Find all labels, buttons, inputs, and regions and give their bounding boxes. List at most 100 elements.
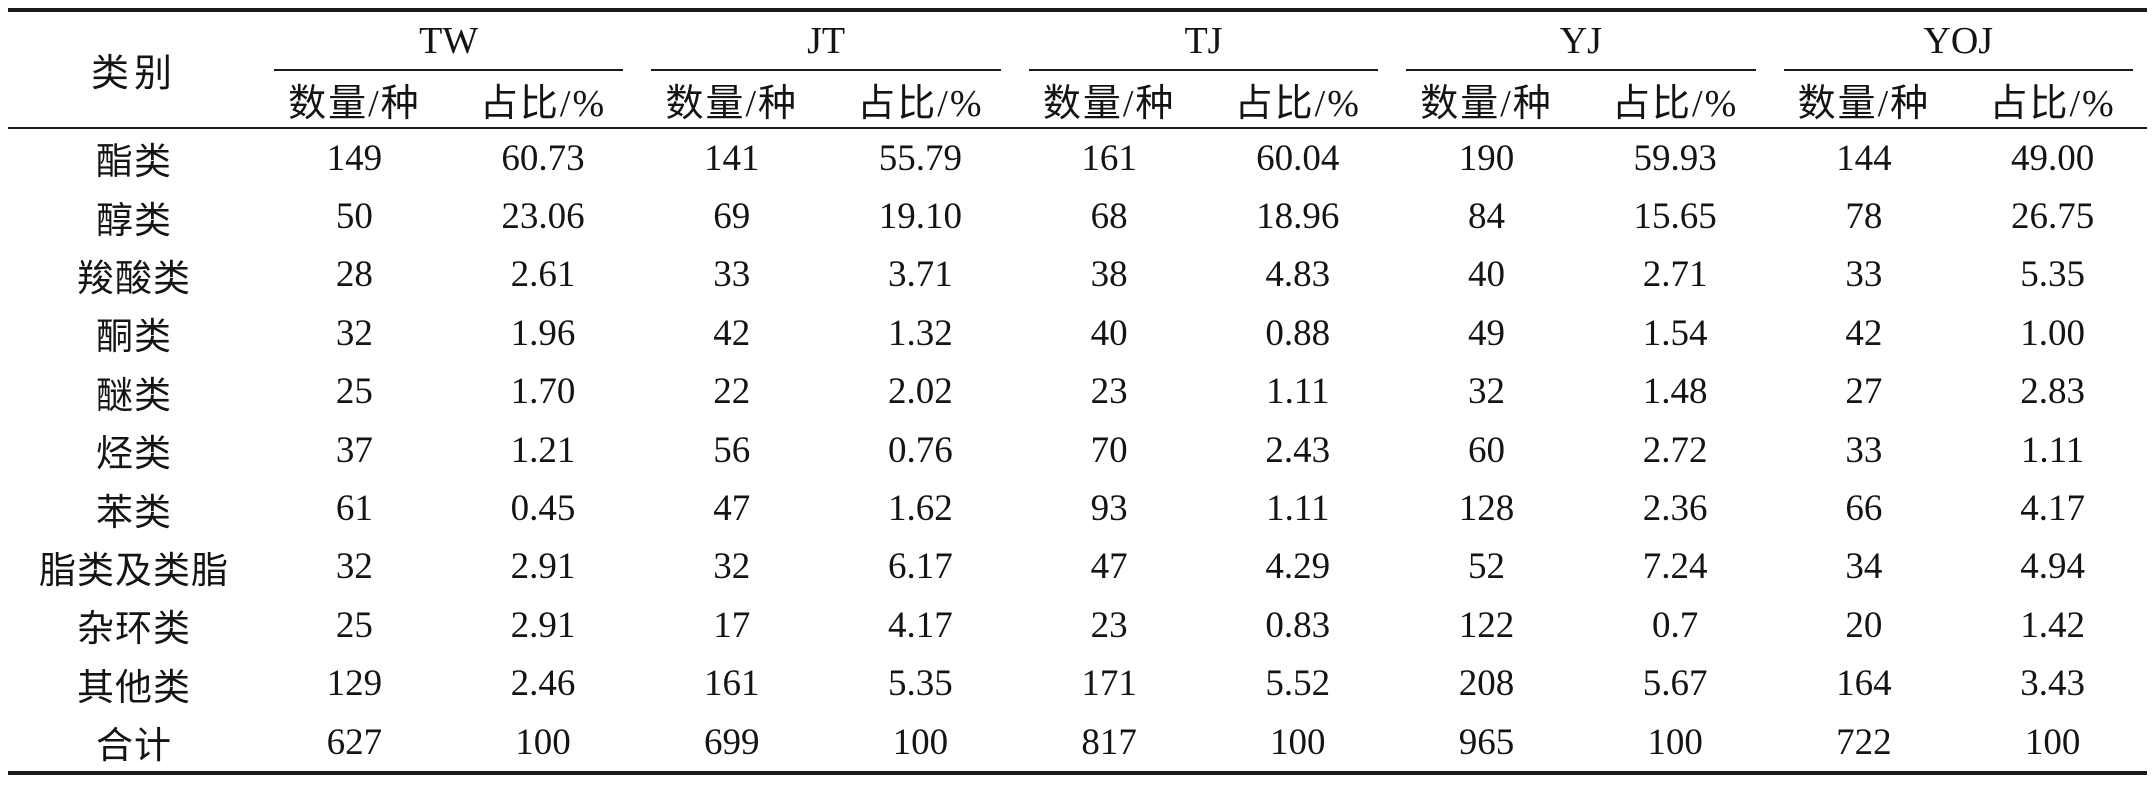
cell: 1.00 (2020, 312, 2085, 354)
cell: 1.54 (1642, 312, 1708, 354)
compound-class-table: 类别 TW JT TJ YJ YOJ 数量/种 占比/% 数量/种 占比/% 数… (8, 8, 2148, 776)
row-category: 其他类 (77, 667, 191, 709)
cell: 100 (892, 721, 949, 763)
row-category: 醇类 (96, 200, 172, 242)
cell: 171 (1081, 663, 1137, 705)
group-label: JT (651, 12, 1001, 71)
cell: 2.71 (1642, 254, 1708, 296)
cell: 32 (335, 546, 373, 588)
cell: 6.17 (888, 546, 953, 588)
group-label: YJ (1406, 12, 1756, 71)
cell: 42 (1845, 312, 1883, 354)
cell: 28 (335, 254, 373, 296)
cell: 84 (1467, 196, 1505, 238)
cell: 4.17 (888, 604, 953, 646)
cell: 161 (1081, 137, 1137, 179)
cell: 0.76 (888, 429, 953, 471)
cell: 3.43 (2020, 663, 2085, 705)
cell: 817 (1081, 721, 1137, 763)
subheader-pct: 占比/% (1958, 71, 2147, 129)
subheader-count: 数量/种 (1392, 71, 1581, 129)
table-row: 羧酸类 28 2.61 33 3.71 38 4.83 40 2.71 33 5.35 (8, 246, 2147, 304)
subheader-pct: 占比/% (826, 71, 1015, 129)
cell: 144 (1836, 137, 1892, 179)
cell: 40 (1467, 254, 1505, 296)
cell: 60 (1467, 429, 1505, 471)
cell: 4.29 (1265, 546, 1331, 588)
cell: 699 (703, 721, 760, 763)
cell: 59.93 (1633, 137, 1717, 179)
cell: 164 (1836, 663, 1892, 705)
cell: 7.24 (1642, 546, 1708, 588)
cell: 60.73 (501, 137, 585, 179)
cell: 69 (713, 196, 751, 238)
cell: 208 (1458, 663, 1515, 705)
cell: 60.04 (1256, 137, 1340, 179)
cell: 0.83 (1265, 604, 1331, 646)
cell: 5.35 (2020, 254, 2085, 296)
row-category: 酮类 (96, 317, 172, 359)
cell: 2.43 (1265, 429, 1331, 471)
cell: 100 (1647, 721, 1703, 763)
group-header-tj: TJ (1015, 10, 1392, 71)
table-row: 杂环类 25 2.91 17 4.17 23 0.83 122 0.7 20 1.42 (8, 596, 2147, 654)
category-header: 类别 (8, 10, 260, 129)
subheader-pct: 占比/% (1580, 71, 1770, 129)
cell: 2.91 (510, 604, 576, 646)
cell: 2.72 (1642, 429, 1708, 471)
cell: 22 (713, 371, 751, 413)
cell: 0.88 (1265, 312, 1331, 354)
cell: 1.62 (888, 488, 953, 530)
cell: 5.52 (1265, 663, 1331, 705)
row-category: 烃类 (96, 434, 172, 476)
cell: 129 (326, 663, 383, 705)
cell: 66 (1845, 488, 1883, 530)
group-label: YOJ (1783, 12, 2133, 71)
group-header-yj: YJ (1392, 10, 1769, 71)
table-row: 醇类 50 23.06 69 19.10 68 18.96 84 15.65 78 26.75 (8, 187, 2147, 245)
row-category: 酯类 (96, 142, 172, 184)
table-row: 醚类 25 1.70 22 2.02 23 1.11 32 1.48 27 2.83 (8, 363, 2147, 421)
cell: 100 (515, 721, 571, 763)
cell: 1.32 (888, 312, 953, 354)
subheader-count: 数量/种 (1014, 71, 1204, 129)
cell: 15.65 (1633, 196, 1717, 238)
cell: 4.83 (1265, 254, 1331, 296)
cell: 47 (713, 488, 751, 530)
cell: 32 (713, 546, 751, 588)
cell: 100 (1270, 721, 1326, 763)
cell: 1.70 (510, 371, 576, 413)
cell: 23.06 (501, 196, 585, 238)
cell: 25 (335, 604, 373, 646)
cell: 1.96 (510, 312, 576, 354)
group-header-yoj: YOJ (1770, 10, 2148, 71)
cell: 42 (713, 312, 751, 354)
cell: 32 (335, 312, 373, 354)
cell: 3.71 (888, 254, 953, 296)
cell: 33 (713, 254, 751, 296)
cell: 0.45 (510, 488, 576, 530)
cell: 1.21 (510, 429, 576, 471)
group-header-tw: TW (260, 10, 637, 71)
subheader-count: 数量/种 (637, 71, 827, 129)
cell: 18.96 (1256, 196, 1340, 238)
cell: 32 (1467, 371, 1505, 413)
cell: 722 (1836, 721, 1892, 763)
cell: 965 (1458, 721, 1515, 763)
cell: 61 (335, 488, 373, 530)
subheader-pct: 占比/% (1203, 71, 1393, 129)
cell: 49 (1467, 312, 1505, 354)
cell: 56 (713, 429, 751, 471)
group-label: TJ (1028, 12, 1379, 71)
subheader-count: 数量/种 (260, 71, 449, 129)
cell: 55.79 (878, 137, 963, 179)
cell: 5.35 (888, 663, 953, 705)
table-row: 其他类 129 2.46 161 5.35 171 5.52 208 5.67 164 3.43 (8, 655, 2147, 713)
table-row: 苯类 61 0.45 47 1.62 93 1.11 128 2.36 66 4.17 (8, 479, 2147, 537)
table-row-total: 合计 627 100 699 100 817 100 965 100 722 100 (8, 713, 2147, 773)
subheader-row: 数量/种 占比/% 数量/种 占比/% 数量/种 占比/% 数量/种 占比/% … (8, 71, 2147, 129)
cell: 122 (1458, 604, 1515, 646)
cell: 37 (335, 429, 373, 471)
cell: 161 (703, 663, 760, 705)
